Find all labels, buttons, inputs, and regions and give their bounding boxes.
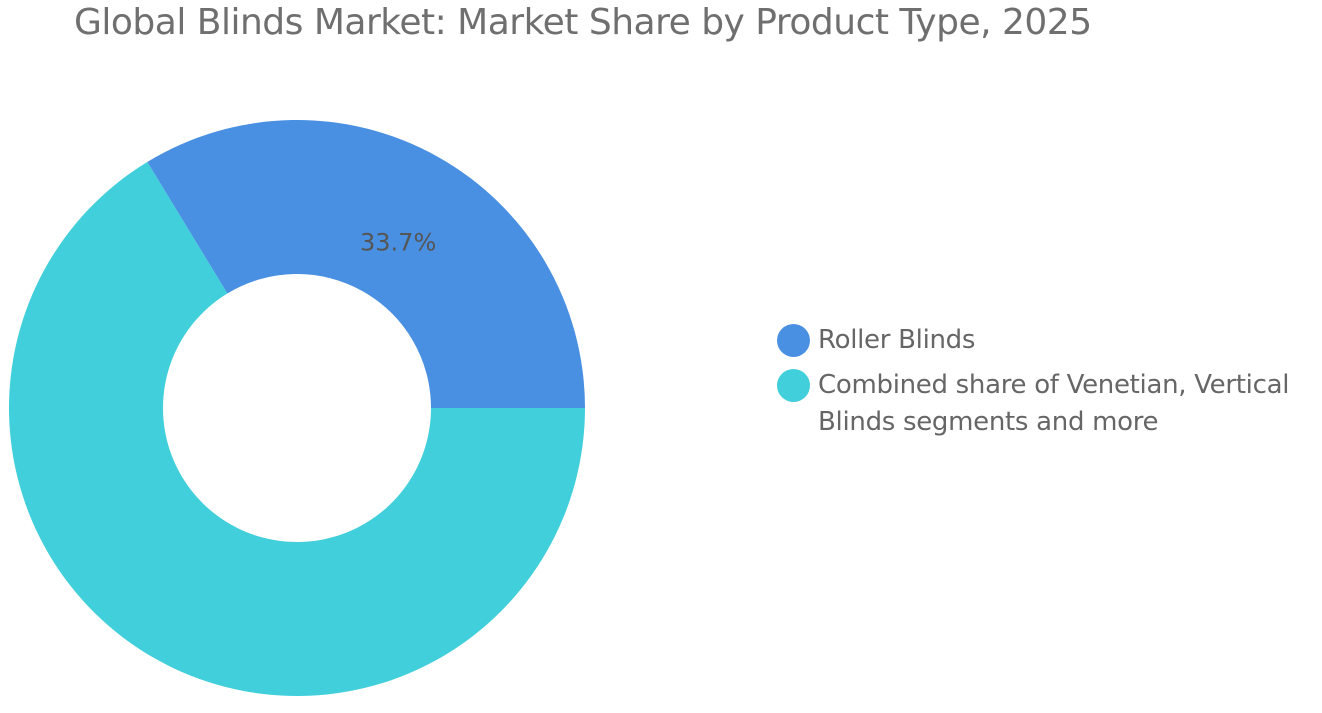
slice-labels: 33.7% <box>360 228 436 256</box>
legend-swatch-combined-share <box>777 369 810 402</box>
legend-label-roller-blinds: Roller Blinds <box>818 325 976 355</box>
chart-legend: Roller Blinds Combined share of Venetian… <box>777 322 1317 449</box>
legend-item-combined-share[interactable]: Combined share of Venetian, Vertical Bli… <box>777 367 1317 441</box>
donut-slices <box>9 119 586 697</box>
donut-slice-1[interactable] <box>9 161 586 697</box>
legend-swatch-roller-blinds <box>777 324 810 357</box>
chart-title: Global Blinds Market: Market Share by Pr… <box>74 2 1092 43</box>
legend-item-roller-blinds[interactable]: Roller Blinds <box>777 322 1317 359</box>
slice-label-0: 33.7% <box>360 228 436 256</box>
donut-slice-0[interactable] <box>147 119 585 408</box>
legend-label-combined-share: Combined share of Venetian, Vertical Bli… <box>818 370 1290 437</box>
